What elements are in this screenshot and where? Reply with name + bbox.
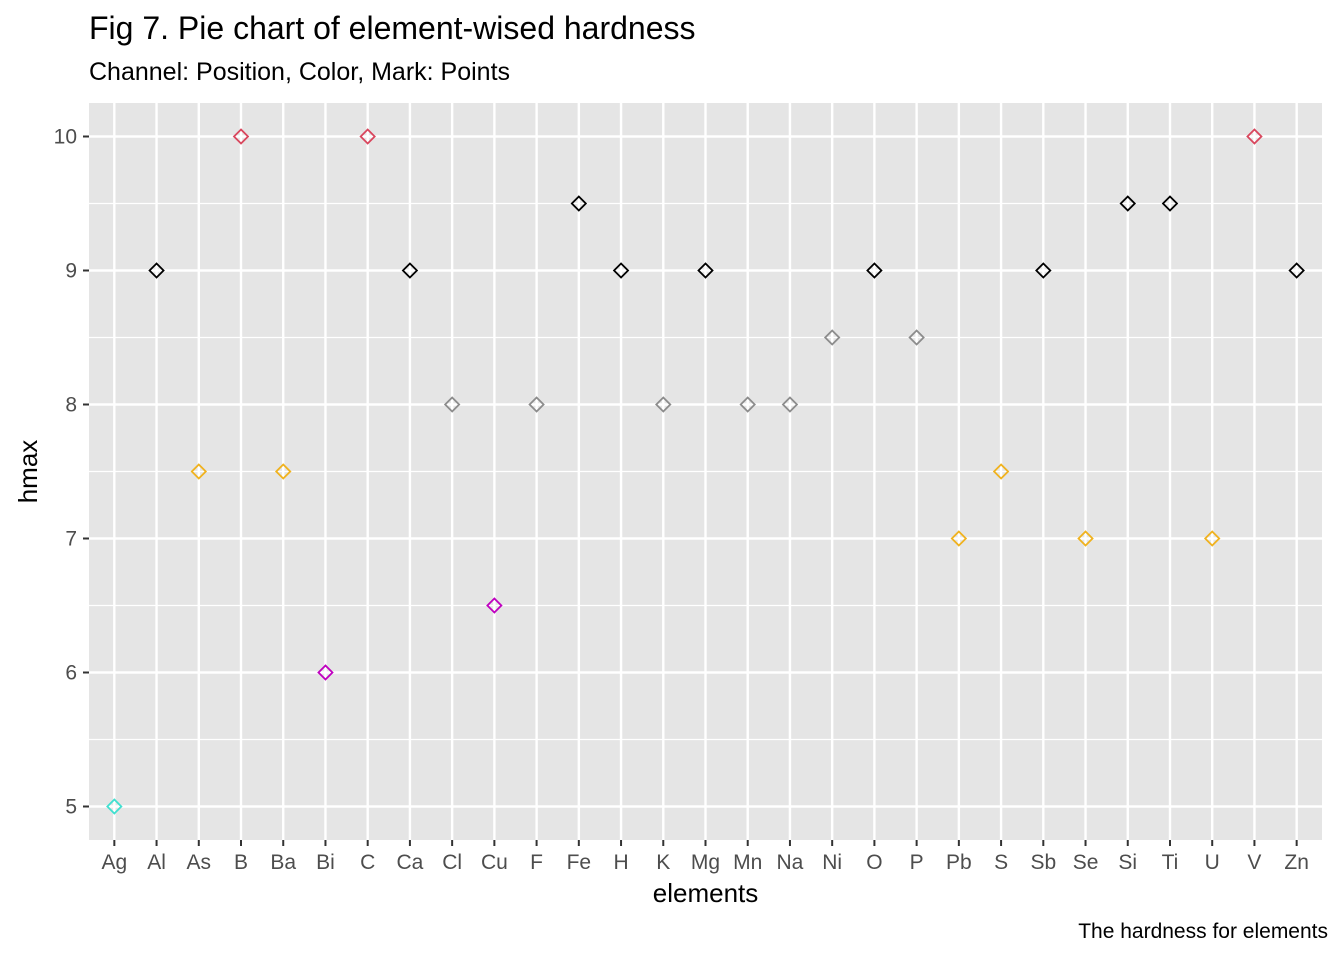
x-tick-label: Bi <box>316 851 335 874</box>
x-tick-label: Se <box>1073 851 1099 874</box>
data-point <box>443 396 461 413</box>
data-point <box>1161 195 1179 212</box>
major-gridlines <box>89 103 1322 840</box>
x-tick-label: O <box>866 851 882 874</box>
chart-subtitle: Channel: Position, Color, Mark: Points <box>89 58 511 86</box>
y-tick-label: 7 <box>65 528 77 551</box>
x-tick-label: P <box>910 851 924 874</box>
x-tick-label: Cu <box>481 851 508 874</box>
data-point <box>570 195 588 212</box>
x-tick-label: As <box>187 851 212 874</box>
data-point <box>655 396 672 413</box>
x-tick-label: F <box>530 851 543 874</box>
x-axis-ticks: Ag Al As B Ba Bi C Ca Cl Cu F Fe H K Mg Mn Na Ni O P Pb S Sb Se… <box>101 840 1309 874</box>
x-tick-label: Mn <box>733 851 762 874</box>
chart-caption: The hardness for elements <box>1078 920 1328 943</box>
data-point <box>486 597 503 614</box>
data-point <box>781 396 799 413</box>
x-tick-label: Ba <box>270 851 296 874</box>
data-point <box>612 262 630 279</box>
data-point <box>1077 530 1094 547</box>
data-point <box>908 329 925 346</box>
data-point <box>1119 195 1137 212</box>
y-axis-ticks: 5 6 7 8 9 10 <box>54 126 89 819</box>
y-tick-label: 8 <box>65 394 77 417</box>
x-axis-title: elements <box>653 878 759 908</box>
x-tick-label: Ti <box>1162 851 1179 874</box>
y-axis-title: hmax <box>13 440 43 504</box>
x-tick-label: S <box>994 851 1008 874</box>
x-tick-label: Al <box>147 851 166 874</box>
data-point <box>1035 262 1052 279</box>
data-point <box>190 463 208 480</box>
data-point <box>1288 262 1305 279</box>
data-point <box>739 396 756 413</box>
x-tick-label: H <box>613 851 628 874</box>
data-point <box>950 530 968 547</box>
x-tick-label: Cl <box>442 851 462 874</box>
data-point <box>697 262 714 279</box>
x-tick-label: Sb <box>1030 851 1056 874</box>
x-tick-label: U <box>1205 851 1220 874</box>
data-point <box>274 463 292 480</box>
x-tick-label: Fe <box>567 851 592 874</box>
data-point <box>1203 530 1221 547</box>
x-tick-label: V <box>1247 851 1261 874</box>
data-point <box>106 798 123 815</box>
chart-title: Fig 7. Pie chart of element-wised hardne… <box>89 10 696 46</box>
data-point <box>232 128 250 145</box>
y-tick-label: 9 <box>65 260 77 283</box>
y-tick-label: 10 <box>54 126 77 149</box>
x-tick-label: C <box>360 851 375 874</box>
x-tick-label: Ni <box>822 851 842 874</box>
x-tick-label: Si <box>1118 851 1137 874</box>
data-point <box>1246 128 1263 145</box>
x-tick-label: B <box>234 851 248 874</box>
data-point <box>823 329 841 346</box>
data-point <box>866 262 883 279</box>
y-tick-label: 5 <box>65 796 77 819</box>
data-point <box>401 262 419 279</box>
data-points <box>106 128 1305 815</box>
x-tick-label: Zn <box>1284 851 1309 874</box>
x-tick-label: Pb <box>946 851 972 874</box>
x-tick-label: Ca <box>396 851 423 874</box>
x-tick-label: Na <box>777 851 804 874</box>
data-point <box>992 463 1010 480</box>
x-tick-label: K <box>656 851 670 874</box>
y-tick-label: 6 <box>65 662 77 685</box>
data-point <box>317 664 334 681</box>
data-point <box>528 396 545 413</box>
x-tick-label: Mg <box>691 851 720 874</box>
data-point <box>359 128 376 145</box>
x-tick-label: Ag <box>101 851 127 874</box>
data-point <box>148 262 165 279</box>
